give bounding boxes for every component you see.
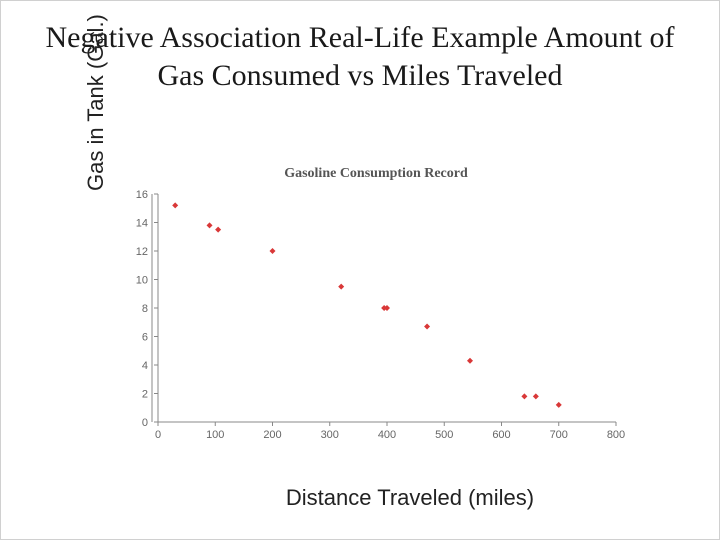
- svg-text:600: 600: [492, 429, 510, 441]
- data-point: [533, 393, 539, 399]
- svg-text:300: 300: [321, 429, 339, 441]
- svg-text:10: 10: [136, 275, 148, 287]
- data-point: [424, 324, 430, 330]
- svg-text:12: 12: [136, 246, 148, 258]
- x-axis-label: Distance Traveled (miles): [1, 485, 719, 511]
- svg-text:16: 16: [136, 189, 148, 201]
- svg-text:0: 0: [155, 429, 161, 441]
- data-point: [172, 202, 178, 208]
- svg-text:6: 6: [142, 332, 148, 344]
- svg-text:2: 2: [142, 389, 148, 401]
- y-axis-label: Gas in Tank (Gal.): [83, 14, 109, 191]
- chart-title: Gasoline Consumption Record: [116, 166, 636, 182]
- svg-text:800: 800: [607, 429, 625, 441]
- svg-text:14: 14: [136, 218, 148, 230]
- data-point: [338, 284, 344, 290]
- svg-text:700: 700: [550, 429, 568, 441]
- data-point: [207, 222, 213, 228]
- scatter-plot: 0 2 4 6 8 10 12 14 16 0 100 200 300 400 500 600 700 800: [116, 188, 626, 448]
- svg-text:0: 0: [142, 417, 148, 429]
- chart-container: Gasoline Consumption Record 0 2 4 6 8 10 12 14 1…: [116, 166, 636, 466]
- data-point: [556, 402, 562, 408]
- svg-text:400: 400: [378, 429, 396, 441]
- data-point: [521, 393, 527, 399]
- svg-text:100: 100: [206, 429, 224, 441]
- svg-text:500: 500: [435, 429, 453, 441]
- svg-text:200: 200: [263, 429, 281, 441]
- data-point: [215, 227, 221, 233]
- svg-text:8: 8: [142, 303, 148, 315]
- data-point: [467, 358, 473, 364]
- slide: Negative Association Real-Life Example A…: [0, 0, 720, 540]
- data-point: [270, 248, 276, 254]
- svg-text:4: 4: [142, 360, 148, 372]
